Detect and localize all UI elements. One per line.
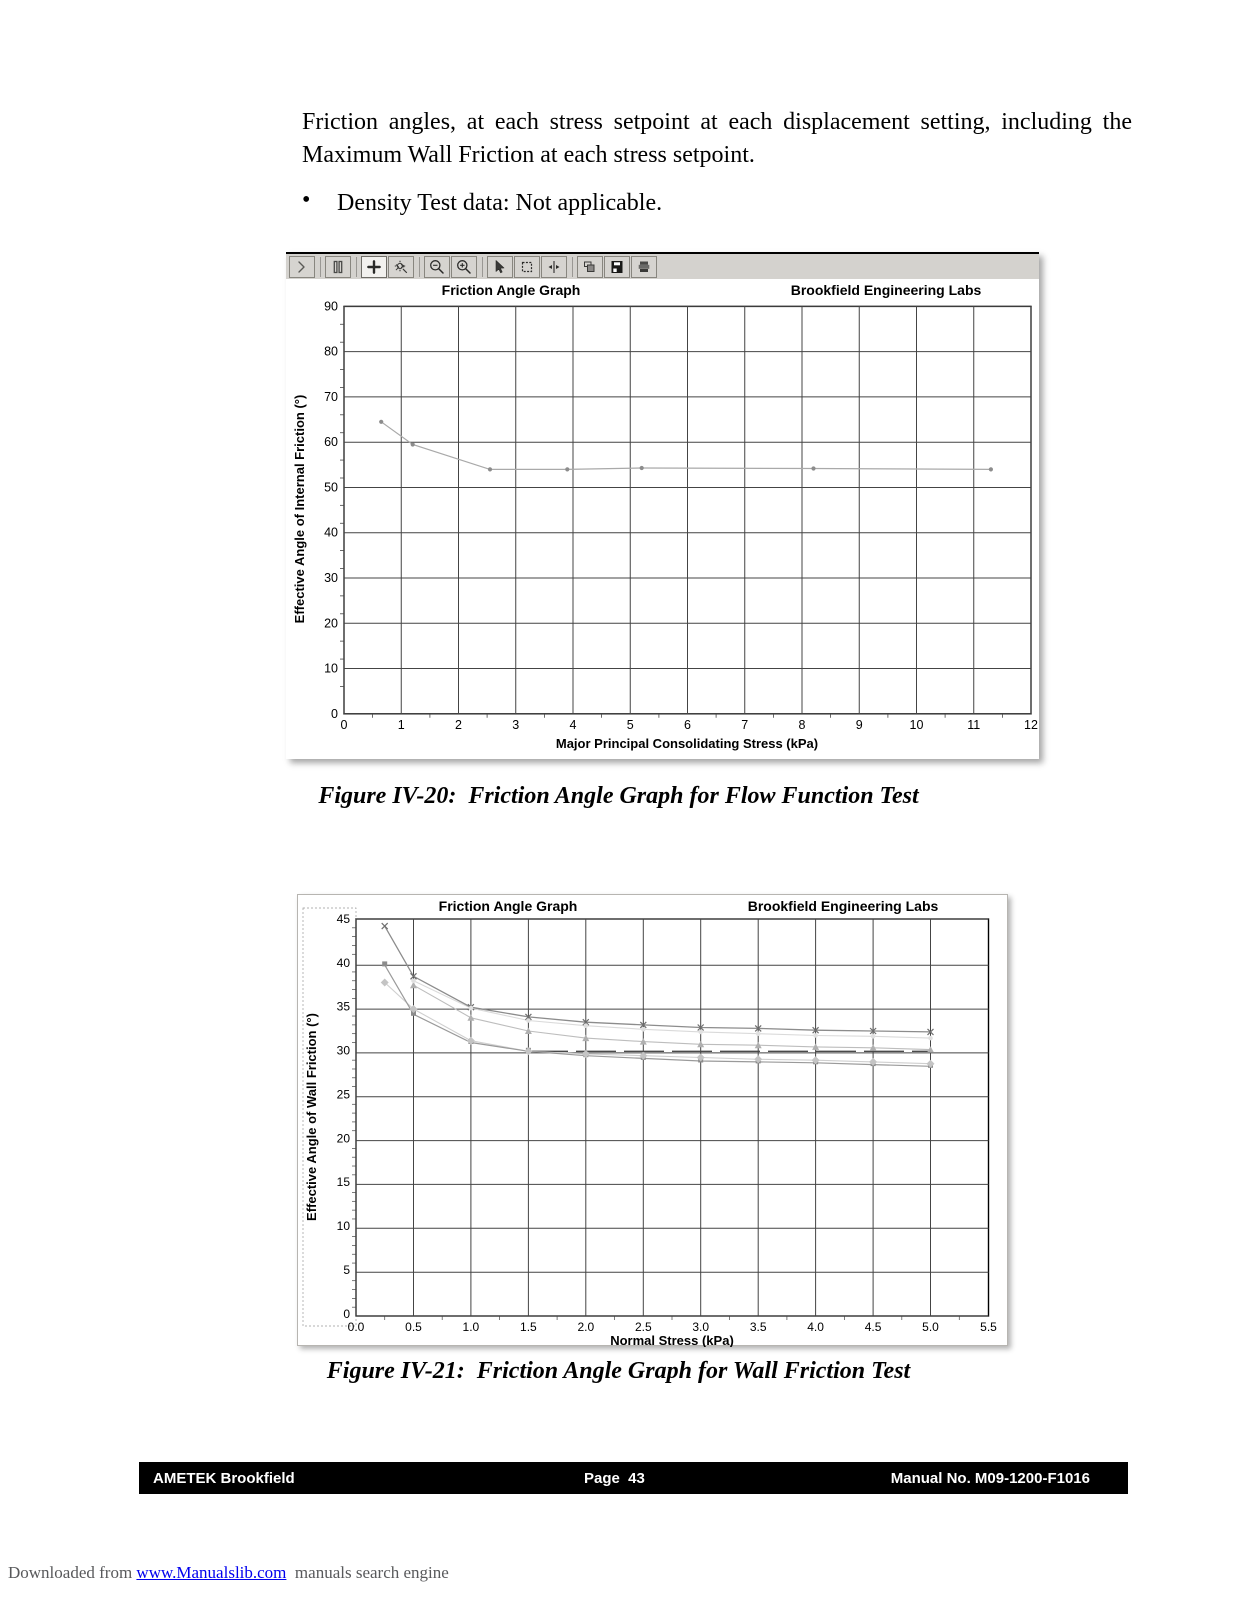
svg-text:20: 20 xyxy=(324,616,338,630)
svg-text:50: 50 xyxy=(324,480,338,494)
svg-text:60: 60 xyxy=(324,435,338,449)
svg-text:20: 20 xyxy=(337,1132,351,1146)
svg-text:2: 2 xyxy=(455,718,462,732)
svg-text:10: 10 xyxy=(324,662,338,676)
svg-text:3: 3 xyxy=(512,718,519,732)
svg-text:2.5: 2.5 xyxy=(635,1320,652,1334)
svg-text:35: 35 xyxy=(337,1000,351,1014)
svg-text:Effective Angle of Wall Fricti: Effective Angle of Wall Friction (°) xyxy=(304,1013,319,1221)
svg-text:40: 40 xyxy=(337,956,351,970)
svg-text:4: 4 xyxy=(570,718,577,732)
svg-text:5.5: 5.5 xyxy=(980,1320,997,1334)
svg-text:10: 10 xyxy=(337,1219,351,1233)
svg-text:1: 1 xyxy=(398,718,405,732)
svg-text:9: 9 xyxy=(856,718,863,732)
svg-text:Brookfield Engineering Labs: Brookfield Engineering Labs xyxy=(748,898,939,914)
svg-text:5.0: 5.0 xyxy=(922,1320,939,1334)
svg-text:0.0: 0.0 xyxy=(348,1320,365,1334)
svg-text:Friction Angle Graph: Friction Angle Graph xyxy=(442,282,581,298)
svg-text:45: 45 xyxy=(337,912,351,926)
svg-text:1.0: 1.0 xyxy=(463,1320,480,1334)
svg-text:30: 30 xyxy=(324,571,338,585)
svg-text:90: 90 xyxy=(324,299,338,313)
svg-text:0: 0 xyxy=(341,718,348,732)
svg-text:0.5: 0.5 xyxy=(405,1320,422,1334)
svg-text:4.0: 4.0 xyxy=(807,1320,824,1334)
svg-text:25: 25 xyxy=(337,1088,351,1102)
svg-text:8: 8 xyxy=(799,718,806,732)
svg-text:Major Principal Consolidating: Major Principal Consolidating Stress (kP… xyxy=(556,736,818,751)
svg-text:15: 15 xyxy=(337,1175,351,1189)
svg-text:40: 40 xyxy=(324,526,338,540)
svg-text:10: 10 xyxy=(910,718,924,732)
svg-text:11: 11 xyxy=(967,718,980,732)
svg-text:80: 80 xyxy=(324,345,338,359)
svg-text:5: 5 xyxy=(627,718,634,732)
svg-text:12: 12 xyxy=(1024,718,1038,732)
svg-text:Effective Angle of Internal Fr: Effective Angle of Internal Friction (°) xyxy=(292,395,307,624)
svg-text:3.0: 3.0 xyxy=(692,1320,709,1334)
svg-text:30: 30 xyxy=(337,1044,351,1058)
svg-text:2.0: 2.0 xyxy=(577,1320,594,1334)
svg-text:0: 0 xyxy=(343,1307,350,1321)
svg-text:0: 0 xyxy=(331,707,338,721)
svg-text:Friction Angle Graph: Friction Angle Graph xyxy=(439,898,578,914)
svg-text:6: 6 xyxy=(684,718,691,732)
svg-text:4.5: 4.5 xyxy=(865,1320,882,1334)
svg-text:7: 7 xyxy=(741,718,748,732)
svg-text:5: 5 xyxy=(343,1263,350,1277)
svg-text:Normal Stress (kPa): Normal Stress (kPa) xyxy=(610,1333,734,1347)
svg-text:Brookfield Engineering Labs: Brookfield Engineering Labs xyxy=(791,282,982,298)
svg-text:1.5: 1.5 xyxy=(520,1320,537,1334)
svg-text:70: 70 xyxy=(324,390,338,404)
svg-text:3.5: 3.5 xyxy=(750,1320,767,1334)
